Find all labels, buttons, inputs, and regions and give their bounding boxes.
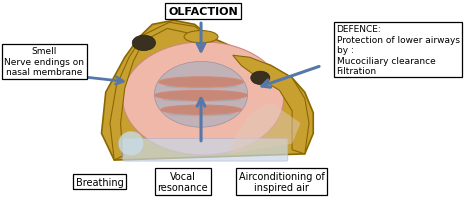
Text: Vocal
resonance: Vocal resonance bbox=[157, 171, 208, 193]
Text: Airconditioning of
inspired air: Airconditioning of inspired air bbox=[238, 171, 324, 193]
Ellipse shape bbox=[251, 72, 270, 85]
Ellipse shape bbox=[123, 43, 283, 155]
Text: Smell
Nerve endings on
nasal membrane: Smell Nerve endings on nasal membrane bbox=[4, 47, 84, 77]
PathPatch shape bbox=[110, 23, 210, 160]
PathPatch shape bbox=[101, 21, 313, 160]
Text: OLFACTION: OLFACTION bbox=[168, 7, 238, 17]
Ellipse shape bbox=[167, 113, 235, 117]
Ellipse shape bbox=[162, 98, 241, 102]
Text: DEFENCE:
Protection of lower airways
by :
Mucociliary clearance
Filtration: DEFENCE: Protection of lower airways by … bbox=[337, 25, 460, 76]
Ellipse shape bbox=[118, 132, 144, 156]
Ellipse shape bbox=[165, 85, 237, 89]
Ellipse shape bbox=[161, 105, 241, 115]
Ellipse shape bbox=[184, 31, 218, 44]
PathPatch shape bbox=[233, 56, 309, 154]
FancyBboxPatch shape bbox=[123, 139, 288, 161]
Text: Breathing: Breathing bbox=[75, 177, 123, 187]
Ellipse shape bbox=[132, 36, 155, 51]
Ellipse shape bbox=[155, 62, 247, 128]
PathPatch shape bbox=[228, 103, 301, 154]
Ellipse shape bbox=[155, 91, 247, 101]
Ellipse shape bbox=[159, 77, 243, 88]
